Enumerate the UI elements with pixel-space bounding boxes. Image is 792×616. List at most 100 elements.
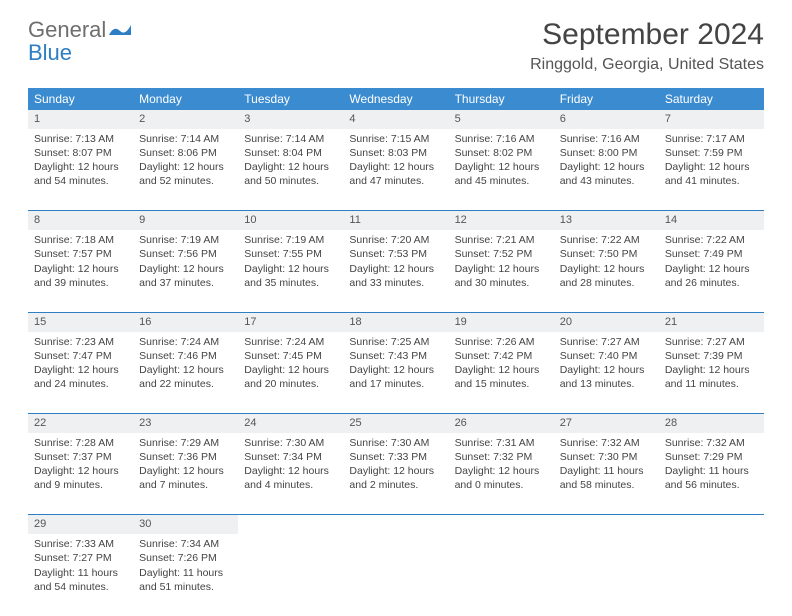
daylight-text: Daylight: 12 hours and 13 minutes. <box>560 363 653 391</box>
day-number-cell <box>343 515 448 534</box>
weekday-header: Sunday <box>28 88 133 110</box>
day-number-cell: 15 <box>28 312 133 331</box>
day-data-cell: Sunrise: 7:29 AMSunset: 7:36 PMDaylight:… <box>133 433 238 515</box>
day-number-cell: 3 <box>238 110 343 129</box>
sunrise-text: Sunrise: 7:14 AM <box>244 132 337 146</box>
sunset-text: Sunset: 7:47 PM <box>34 349 127 363</box>
day-data-cell: Sunrise: 7:27 AMSunset: 7:39 PMDaylight:… <box>659 332 764 414</box>
day-data-cell: Sunrise: 7:22 AMSunset: 7:49 PMDaylight:… <box>659 230 764 312</box>
day-number-cell: 1 <box>28 110 133 129</box>
day-data-cell: Sunrise: 7:23 AMSunset: 7:47 PMDaylight:… <box>28 332 133 414</box>
sunrise-text: Sunrise: 7:16 AM <box>560 132 653 146</box>
logo-general-text: General <box>28 17 106 42</box>
day-data-cell: Sunrise: 7:33 AMSunset: 7:27 PMDaylight:… <box>28 534 133 616</box>
daylight-text: Daylight: 12 hours and 54 minutes. <box>34 160 127 188</box>
day-number-cell: 4 <box>343 110 448 129</box>
sunset-text: Sunset: 7:32 PM <box>455 450 548 464</box>
day-number-cell: 26 <box>449 414 554 433</box>
day-number-cell: 2 <box>133 110 238 129</box>
daylight-text: Daylight: 11 hours and 51 minutes. <box>139 566 232 594</box>
day-number-row: 22232425262728 <box>28 414 764 433</box>
day-data-cell: Sunrise: 7:22 AMSunset: 7:50 PMDaylight:… <box>554 230 659 312</box>
logo-wave-icon <box>109 23 131 37</box>
daylight-text: Daylight: 12 hours and 47 minutes. <box>349 160 442 188</box>
sunrise-text: Sunrise: 7:18 AM <box>34 233 127 247</box>
sunrise-text: Sunrise: 7:15 AM <box>349 132 442 146</box>
sunset-text: Sunset: 8:02 PM <box>455 146 548 160</box>
day-data-cell: Sunrise: 7:24 AMSunset: 7:45 PMDaylight:… <box>238 332 343 414</box>
daylight-text: Daylight: 12 hours and 22 minutes. <box>139 363 232 391</box>
sunset-text: Sunset: 8:07 PM <box>34 146 127 160</box>
daylight-text: Daylight: 11 hours and 58 minutes. <box>560 464 653 492</box>
sunset-text: Sunset: 7:26 PM <box>139 551 232 565</box>
daylight-text: Daylight: 12 hours and 0 minutes. <box>455 464 548 492</box>
day-data-row: Sunrise: 7:23 AMSunset: 7:47 PMDaylight:… <box>28 332 764 414</box>
daylight-text: Daylight: 12 hours and 17 minutes. <box>349 363 442 391</box>
day-data-cell: Sunrise: 7:14 AMSunset: 8:04 PMDaylight:… <box>238 129 343 211</box>
day-number-cell: 22 <box>28 414 133 433</box>
sunrise-text: Sunrise: 7:32 AM <box>560 436 653 450</box>
daylight-text: Daylight: 12 hours and 9 minutes. <box>34 464 127 492</box>
sunset-text: Sunset: 7:46 PM <box>139 349 232 363</box>
daylight-text: Daylight: 12 hours and 52 minutes. <box>139 160 232 188</box>
sunrise-text: Sunrise: 7:34 AM <box>139 537 232 551</box>
sunrise-text: Sunrise: 7:13 AM <box>34 132 127 146</box>
day-number-cell: 9 <box>133 211 238 230</box>
sunset-text: Sunset: 7:34 PM <box>244 450 337 464</box>
day-number-cell: 16 <box>133 312 238 331</box>
day-data-cell: Sunrise: 7:28 AMSunset: 7:37 PMDaylight:… <box>28 433 133 515</box>
daylight-text: Daylight: 12 hours and 15 minutes. <box>455 363 548 391</box>
sunset-text: Sunset: 7:50 PM <box>560 247 653 261</box>
daylight-text: Daylight: 12 hours and 26 minutes. <box>665 262 758 290</box>
day-data-cell: Sunrise: 7:24 AMSunset: 7:46 PMDaylight:… <box>133 332 238 414</box>
sunrise-text: Sunrise: 7:21 AM <box>455 233 548 247</box>
sunrise-text: Sunrise: 7:24 AM <box>139 335 232 349</box>
daylight-text: Daylight: 12 hours and 33 minutes. <box>349 262 442 290</box>
day-data-cell <box>659 534 764 616</box>
weekday-header: Tuesday <box>238 88 343 110</box>
sunset-text: Sunset: 7:30 PM <box>560 450 653 464</box>
weekday-header-row: Sunday Monday Tuesday Wednesday Thursday… <box>28 88 764 110</box>
day-number-cell: 27 <box>554 414 659 433</box>
sunset-text: Sunset: 7:37 PM <box>34 450 127 464</box>
day-number-cell: 20 <box>554 312 659 331</box>
sunset-text: Sunset: 7:29 PM <box>665 450 758 464</box>
day-data-row: Sunrise: 7:18 AMSunset: 7:57 PMDaylight:… <box>28 230 764 312</box>
day-number-row: 1234567 <box>28 110 764 129</box>
weekday-header: Saturday <box>659 88 764 110</box>
weekday-header: Friday <box>554 88 659 110</box>
day-number-cell: 11 <box>343 211 448 230</box>
sunset-text: Sunset: 7:52 PM <box>455 247 548 261</box>
sunset-text: Sunset: 8:06 PM <box>139 146 232 160</box>
day-data-cell: Sunrise: 7:34 AMSunset: 7:26 PMDaylight:… <box>133 534 238 616</box>
daylight-text: Daylight: 12 hours and 37 minutes. <box>139 262 232 290</box>
sunset-text: Sunset: 7:56 PM <box>139 247 232 261</box>
sunset-text: Sunset: 7:45 PM <box>244 349 337 363</box>
day-number-cell <box>554 515 659 534</box>
sunset-text: Sunset: 7:42 PM <box>455 349 548 363</box>
sunset-text: Sunset: 7:55 PM <box>244 247 337 261</box>
day-data-cell <box>449 534 554 616</box>
weekday-header: Wednesday <box>343 88 448 110</box>
day-number-cell: 28 <box>659 414 764 433</box>
day-data-cell: Sunrise: 7:14 AMSunset: 8:06 PMDaylight:… <box>133 129 238 211</box>
day-data-cell: Sunrise: 7:21 AMSunset: 7:52 PMDaylight:… <box>449 230 554 312</box>
sunrise-text: Sunrise: 7:26 AM <box>455 335 548 349</box>
sunrise-text: Sunrise: 7:30 AM <box>244 436 337 450</box>
sunrise-text: Sunrise: 7:30 AM <box>349 436 442 450</box>
sunset-text: Sunset: 7:43 PM <box>349 349 442 363</box>
day-data-cell: Sunrise: 7:16 AMSunset: 8:00 PMDaylight:… <box>554 129 659 211</box>
day-data-cell <box>554 534 659 616</box>
daylight-text: Daylight: 12 hours and 39 minutes. <box>34 262 127 290</box>
sunrise-text: Sunrise: 7:27 AM <box>560 335 653 349</box>
sunrise-text: Sunrise: 7:22 AM <box>665 233 758 247</box>
day-data-row: Sunrise: 7:13 AMSunset: 8:07 PMDaylight:… <box>28 129 764 211</box>
logo: General Blue <box>28 18 131 64</box>
sunrise-text: Sunrise: 7:29 AM <box>139 436 232 450</box>
daylight-text: Daylight: 12 hours and 24 minutes. <box>34 363 127 391</box>
sunrise-text: Sunrise: 7:14 AM <box>139 132 232 146</box>
sunrise-text: Sunrise: 7:16 AM <box>455 132 548 146</box>
daylight-text: Daylight: 11 hours and 54 minutes. <box>34 566 127 594</box>
day-data-cell: Sunrise: 7:19 AMSunset: 7:55 PMDaylight:… <box>238 230 343 312</box>
day-data-cell <box>238 534 343 616</box>
